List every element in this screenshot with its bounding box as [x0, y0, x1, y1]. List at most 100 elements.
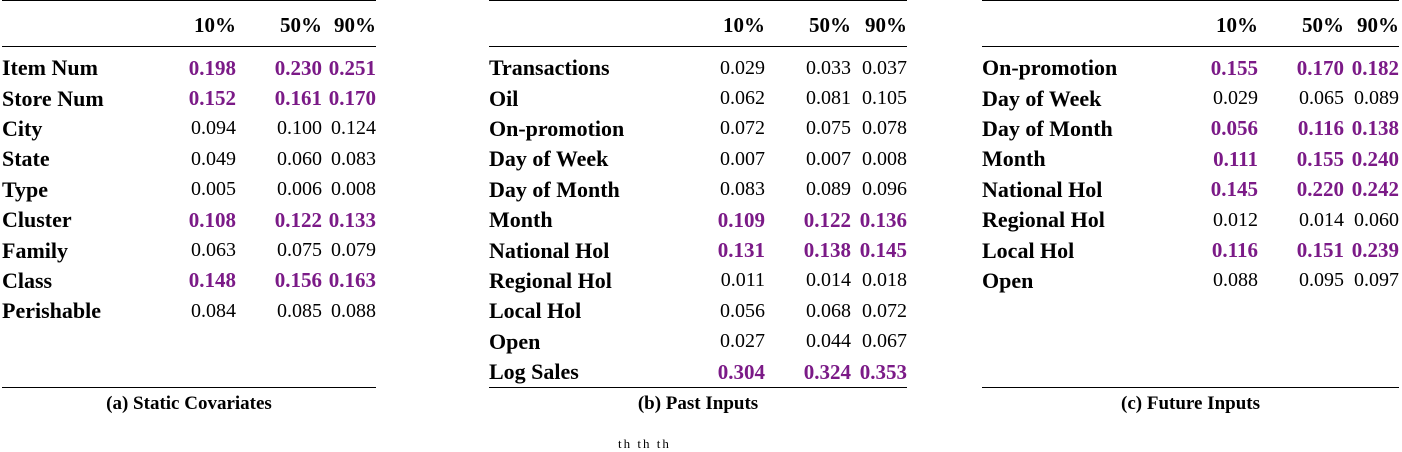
row-label: Transactions: [489, 55, 610, 81]
value-cell: 0.131: [717, 238, 765, 263]
value-cell: 0.006: [277, 178, 322, 201]
table-row: Month 0.109 0.122 0.136: [489, 205, 907, 235]
value-cell: 0.018: [862, 269, 907, 292]
value-cell: 0.198: [188, 55, 236, 80]
value-cell: 0.133: [328, 207, 376, 232]
row-label: Regional Hol: [982, 207, 1105, 233]
value-cell: 0.145: [859, 238, 907, 263]
value-cell: 0.148: [188, 268, 236, 293]
value-cell: 0.116: [1211, 238, 1258, 263]
value-cell: 0.075: [806, 117, 851, 140]
value-cell: 0.007: [806, 147, 851, 170]
table-row: City 0.094 0.100 0.124: [2, 114, 376, 144]
value-cell: 0.088: [331, 299, 376, 322]
column-header: 90%: [851, 0, 907, 47]
value-cell: 0.353: [859, 359, 907, 384]
row-label: Open: [489, 328, 541, 354]
value-cell: 0.005: [191, 178, 236, 201]
row-label: Item Num: [2, 55, 98, 81]
value-cell: 0.072: [720, 117, 765, 140]
value-cell: 0.152: [188, 86, 236, 111]
table-row: Day of Week 0.007 0.007 0.008: [489, 144, 907, 174]
table-row: Open 0.027 0.044 0.067: [489, 327, 907, 357]
table-row: Type 0.005 0.006 0.008: [2, 175, 376, 205]
value-cell: 0.072: [862, 299, 907, 322]
row-label: National Hol: [982, 176, 1103, 202]
value-cell: 0.037: [862, 56, 907, 79]
value-cell: 0.122: [274, 207, 322, 232]
value-cell: 0.060: [277, 147, 322, 170]
value-cell: 0.029: [1213, 87, 1258, 110]
row-label: Month: [489, 207, 553, 233]
value-cell: 0.014: [806, 269, 851, 292]
value-cell: 0.111: [1213, 146, 1258, 171]
table-caption: (b) Past Inputs: [637, 393, 759, 415]
value-cell: 0.145: [1210, 177, 1258, 202]
row-label: Perishable: [2, 298, 101, 324]
table-row: Month 0.111 0.155 0.240: [982, 144, 1399, 174]
table-row: Class 0.148 0.156 0.163: [2, 266, 376, 296]
table-row: National Hol 0.145 0.220 0.242: [982, 175, 1399, 205]
table-row: Store Num 0.152 0.161 0.170: [2, 83, 376, 113]
value-cell: 0.083: [720, 178, 765, 201]
header-row: 10% 50% 90%: [2, 0, 376, 47]
row-label: Class: [2, 267, 53, 293]
value-cell: 0.151: [1296, 238, 1344, 263]
value-cell: 0.242: [1351, 177, 1399, 202]
value-cell: 0.089: [1354, 87, 1399, 110]
value-cell: 0.096: [862, 178, 907, 201]
header-blank: [982, 0, 1172, 47]
value-cell: 0.095: [1299, 269, 1344, 292]
table-caption: (c) Future Inputs: [1121, 392, 1260, 414]
column-header: 90%: [1344, 0, 1399, 47]
table-row: Cluster 0.108 0.122 0.133: [2, 205, 376, 235]
header-row: 10% 50% 90%: [982, 0, 1399, 47]
header-blank: [489, 0, 679, 47]
spacer-row: [2, 327, 376, 388]
row-label: State: [2, 146, 50, 172]
row-label: Oil: [489, 85, 519, 111]
value-cell: 0.014: [1299, 208, 1344, 231]
value-cell: 0.056: [720, 299, 765, 322]
header-blank: [2, 0, 150, 47]
value-cell: 0.097: [1354, 269, 1399, 292]
row-label: Month: [982, 146, 1046, 172]
value-cell: 0.230: [274, 55, 322, 80]
value-cell: 0.220: [1296, 177, 1344, 202]
row-label: Cluster: [2, 207, 72, 233]
value-cell: 0.170: [328, 86, 376, 111]
value-cell: 0.088: [1213, 269, 1258, 292]
value-cell: 0.161: [274, 86, 322, 111]
value-cell: 0.056: [1210, 116, 1258, 141]
row-label: Open: [982, 267, 1034, 293]
value-cell: 0.083: [331, 147, 376, 170]
row-label: Local Hol: [982, 237, 1075, 263]
row-label: City: [2, 115, 43, 141]
table-row: Regional Hol 0.012 0.014 0.060: [982, 205, 1399, 235]
past-inputs-table: 10% 50% 90% Transactions 0.029 0.033 0.037 Oil 0…: [489, 0, 907, 415]
table-row: Log Sales 0.304 0.324 0.353: [489, 357, 907, 388]
value-cell: 0.108: [188, 207, 236, 232]
value-cell: 0.060: [1354, 208, 1399, 231]
value-cell: 0.063: [191, 239, 236, 262]
value-cell: 0.155: [1210, 55, 1258, 80]
value-cell: 0.007: [720, 147, 765, 170]
table-row: Item Num 0.198 0.230 0.251: [2, 47, 376, 84]
column-header: 10%: [150, 0, 236, 47]
table-row: Perishable 0.084 0.085 0.088: [2, 296, 376, 326]
value-cell: 0.081: [806, 87, 851, 110]
future-inputs-table: 10% 50% 90% On-promotion 0.155 0.170 0.182 Day …: [982, 0, 1399, 415]
row-label: Log Sales: [489, 359, 579, 385]
value-cell: 0.156: [274, 268, 322, 293]
value-cell: 0.304: [717, 359, 765, 384]
row-label: National Hol: [489, 237, 610, 263]
value-cell: 0.068: [806, 299, 851, 322]
value-cell: 0.105: [862, 87, 907, 110]
table-row: National Hol 0.131 0.138 0.145: [489, 235, 907, 265]
table-row: Family 0.063 0.075 0.079: [2, 235, 376, 265]
value-cell: 0.124: [331, 117, 376, 140]
value-cell: 0.075: [277, 239, 322, 262]
value-cell: 0.044: [806, 330, 851, 353]
value-cell: 0.116: [1297, 116, 1344, 141]
value-cell: 0.079: [331, 239, 376, 262]
